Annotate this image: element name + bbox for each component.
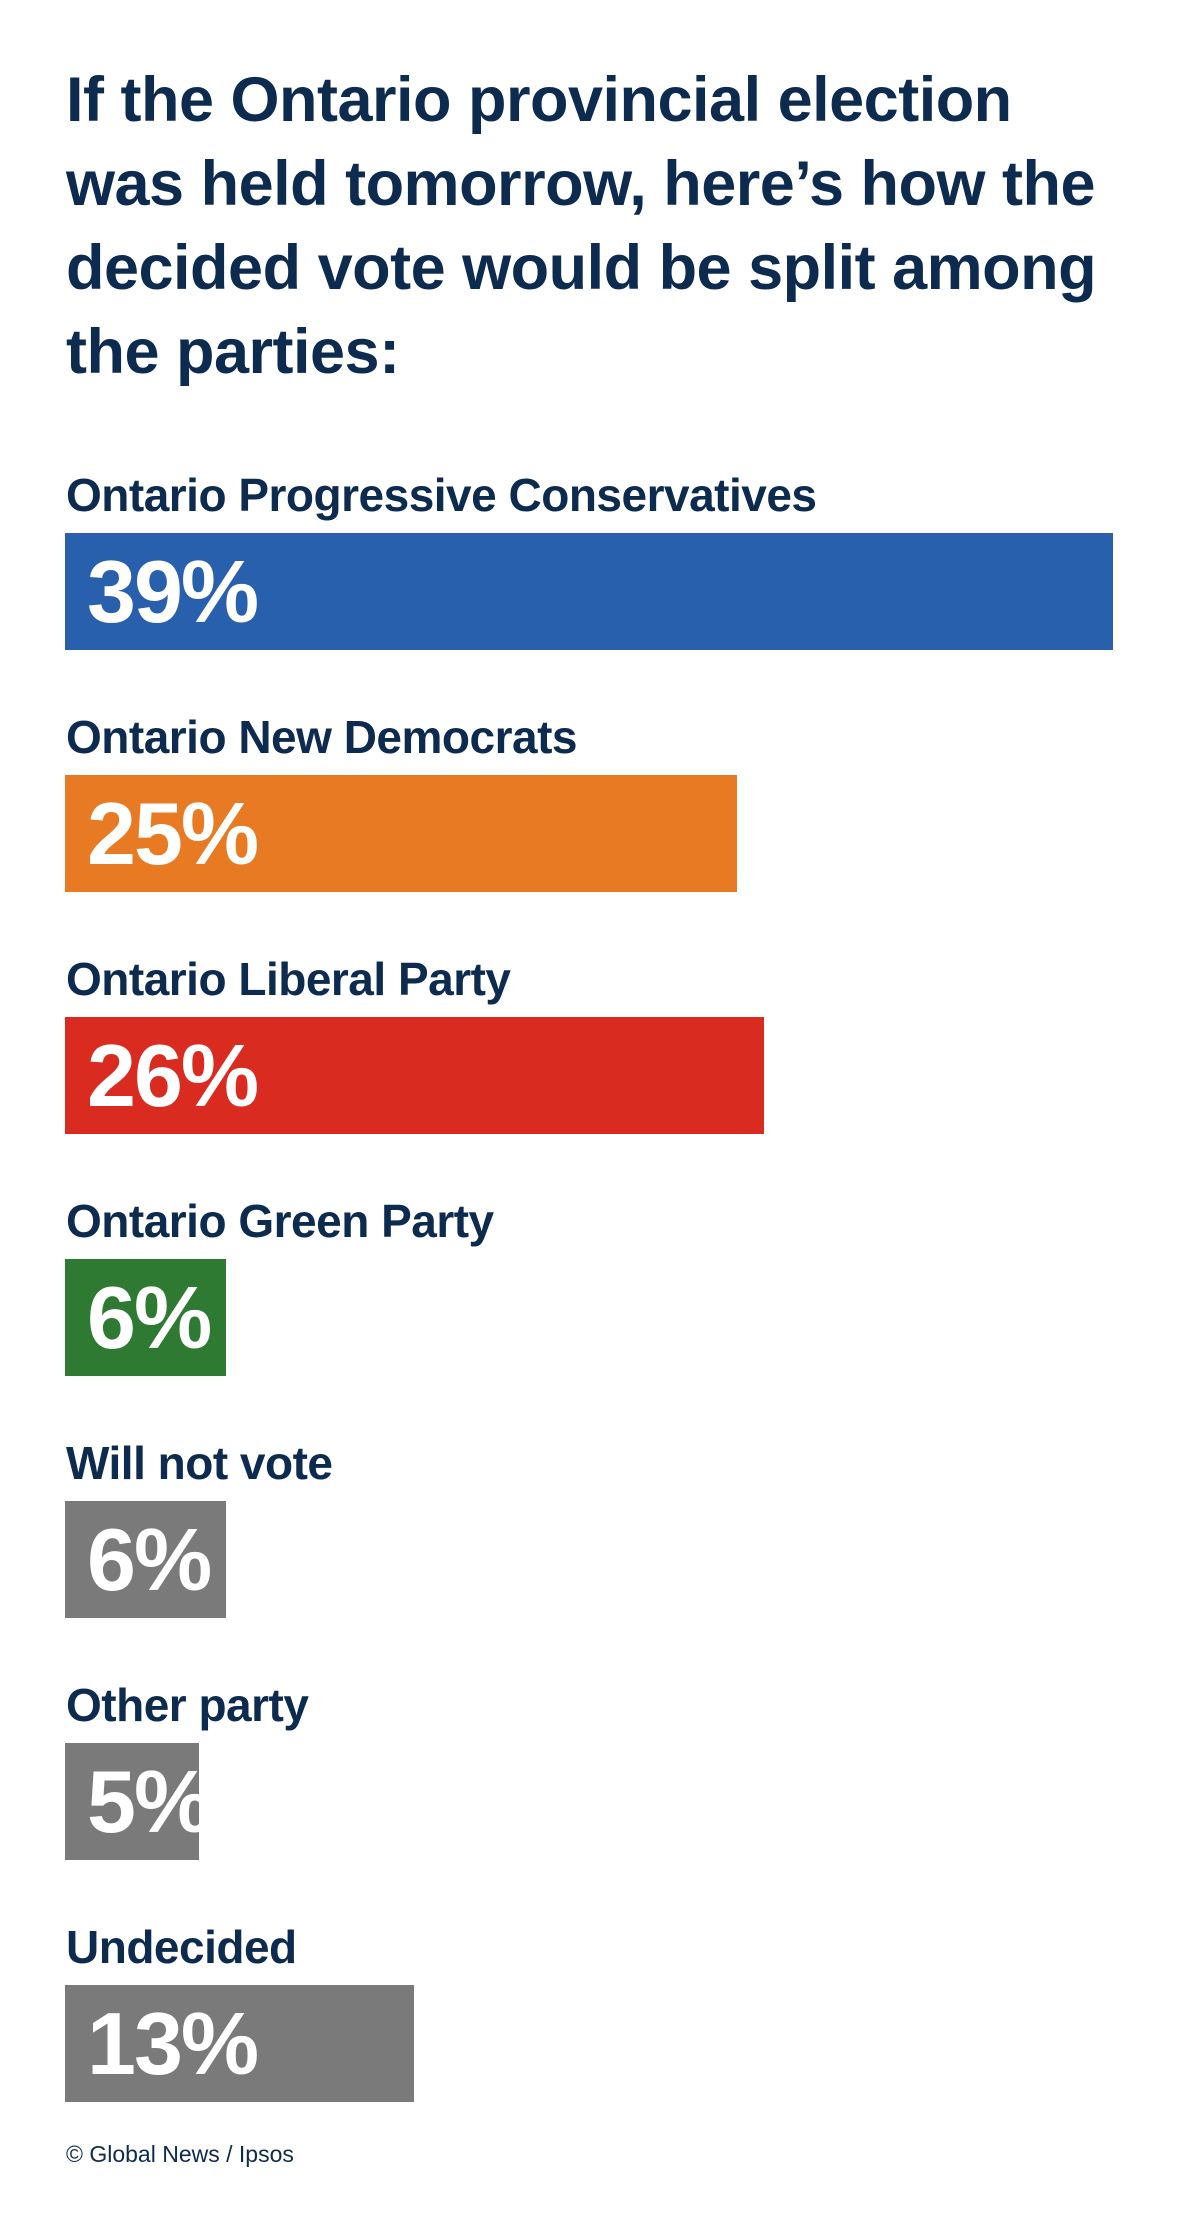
category-label: Ontario Green Party <box>66 1195 494 1247</box>
value-label: 5% <box>87 1752 212 1851</box>
value-label: 6% <box>87 1510 212 1609</box>
source-note: © Global News / Ipsos <box>66 2141 294 2167</box>
category-label: Ontario Progressive Conservatives <box>66 469 817 521</box>
value-label: 25% <box>87 784 259 883</box>
category-label: Ontario New Democrats <box>66 711 577 763</box>
bar: 5% <box>65 1743 212 1860</box>
value-label: 6% <box>87 1268 212 1367</box>
category-label: Ontario Liberal Party <box>66 953 511 1005</box>
bar: 25% <box>65 775 737 892</box>
bar: 13% <box>65 1985 415 2102</box>
bar: 26% <box>65 1017 764 1134</box>
value-label: 13% <box>87 1994 259 2093</box>
chart-title: If the Ontario provincial election was h… <box>66 65 1097 387</box>
bar: 39% <box>65 533 1113 650</box>
bar: 6% <box>65 1501 227 1618</box>
bar: 6% <box>65 1259 227 1376</box>
category-label: Undecided <box>66 1921 297 1973</box>
category-label: Other party <box>66 1679 309 1731</box>
category-label: Will not vote <box>66 1437 333 1489</box>
value-label: 39% <box>87 542 259 641</box>
value-label: 26% <box>87 1026 259 1125</box>
